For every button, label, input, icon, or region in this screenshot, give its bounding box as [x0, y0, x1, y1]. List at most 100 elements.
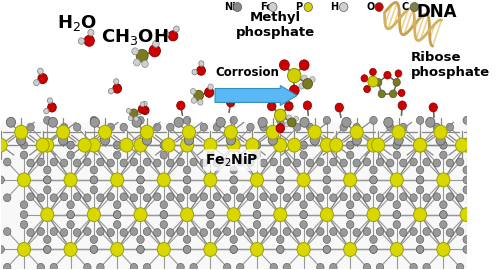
- Circle shape: [330, 263, 337, 270]
- Circle shape: [160, 141, 168, 149]
- Circle shape: [346, 141, 354, 149]
- Circle shape: [446, 229, 454, 237]
- Circle shape: [90, 235, 98, 244]
- Circle shape: [166, 159, 174, 167]
- Circle shape: [363, 228, 370, 235]
- Circle shape: [370, 176, 377, 184]
- Circle shape: [423, 194, 430, 202]
- Circle shape: [177, 228, 184, 235]
- Circle shape: [130, 228, 138, 235]
- Circle shape: [386, 193, 394, 201]
- Circle shape: [134, 59, 140, 66]
- Circle shape: [236, 228, 244, 235]
- Circle shape: [6, 117, 16, 127]
- Circle shape: [393, 151, 400, 159]
- Circle shape: [254, 141, 260, 149]
- Circle shape: [394, 135, 404, 145]
- Circle shape: [367, 208, 380, 222]
- Circle shape: [158, 242, 170, 256]
- Circle shape: [323, 166, 330, 174]
- Circle shape: [120, 229, 128, 237]
- Circle shape: [16, 135, 26, 145]
- Circle shape: [160, 211, 168, 219]
- Circle shape: [276, 116, 284, 124]
- Circle shape: [120, 193, 128, 201]
- Circle shape: [4, 158, 11, 166]
- Circle shape: [0, 138, 7, 152]
- Circle shape: [128, 116, 133, 121]
- Circle shape: [376, 194, 384, 202]
- Text: Corrosion: Corrosion: [216, 66, 280, 79]
- Circle shape: [137, 245, 144, 254]
- Circle shape: [90, 245, 98, 254]
- Circle shape: [390, 90, 397, 98]
- Circle shape: [130, 109, 138, 118]
- Circle shape: [370, 186, 377, 194]
- Circle shape: [370, 68, 376, 76]
- Circle shape: [140, 125, 153, 139]
- Circle shape: [114, 211, 121, 219]
- Circle shape: [226, 98, 235, 107]
- Circle shape: [90, 117, 100, 127]
- Circle shape: [353, 193, 360, 201]
- Circle shape: [276, 176, 284, 184]
- Circle shape: [300, 151, 308, 159]
- Circle shape: [144, 194, 150, 202]
- Circle shape: [154, 123, 161, 131]
- Text: C: C: [402, 2, 408, 12]
- Circle shape: [437, 173, 450, 187]
- Circle shape: [194, 90, 203, 101]
- Circle shape: [480, 159, 487, 167]
- Circle shape: [230, 116, 237, 124]
- Circle shape: [302, 75, 307, 81]
- Circle shape: [270, 263, 278, 270]
- Circle shape: [190, 89, 196, 94]
- Circle shape: [67, 151, 74, 159]
- Circle shape: [160, 201, 168, 209]
- Circle shape: [370, 245, 377, 254]
- Circle shape: [236, 194, 244, 202]
- Circle shape: [476, 125, 489, 139]
- Circle shape: [300, 117, 309, 127]
- Circle shape: [300, 211, 308, 219]
- Circle shape: [88, 208, 101, 222]
- Circle shape: [113, 84, 122, 93]
- Circle shape: [184, 166, 191, 174]
- Circle shape: [283, 194, 290, 202]
- Circle shape: [227, 208, 240, 222]
- Circle shape: [440, 211, 447, 219]
- Circle shape: [107, 123, 114, 131]
- Circle shape: [20, 151, 28, 159]
- Circle shape: [144, 263, 150, 270]
- Circle shape: [190, 158, 198, 166]
- Circle shape: [323, 245, 330, 254]
- Circle shape: [340, 123, 347, 131]
- Circle shape: [37, 194, 44, 202]
- Circle shape: [393, 211, 400, 219]
- Circle shape: [446, 123, 454, 131]
- Circle shape: [142, 102, 147, 106]
- Circle shape: [478, 135, 487, 145]
- Circle shape: [206, 151, 214, 159]
- Circle shape: [44, 186, 51, 194]
- Circle shape: [114, 221, 121, 229]
- Circle shape: [372, 138, 384, 152]
- Circle shape: [4, 194, 11, 202]
- Circle shape: [184, 135, 194, 145]
- Circle shape: [160, 211, 168, 219]
- Circle shape: [303, 101, 312, 110]
- Circle shape: [233, 2, 241, 12]
- Circle shape: [376, 228, 384, 235]
- Circle shape: [433, 193, 440, 201]
- Circle shape: [440, 141, 447, 149]
- Circle shape: [395, 70, 402, 77]
- Circle shape: [230, 245, 237, 254]
- Circle shape: [27, 193, 34, 201]
- Circle shape: [224, 228, 231, 235]
- Circle shape: [120, 123, 128, 131]
- Circle shape: [367, 138, 380, 152]
- Text: Ribose
phosphate: Ribose phosphate: [411, 51, 490, 79]
- Circle shape: [352, 135, 362, 145]
- Circle shape: [423, 228, 430, 235]
- Circle shape: [308, 125, 322, 139]
